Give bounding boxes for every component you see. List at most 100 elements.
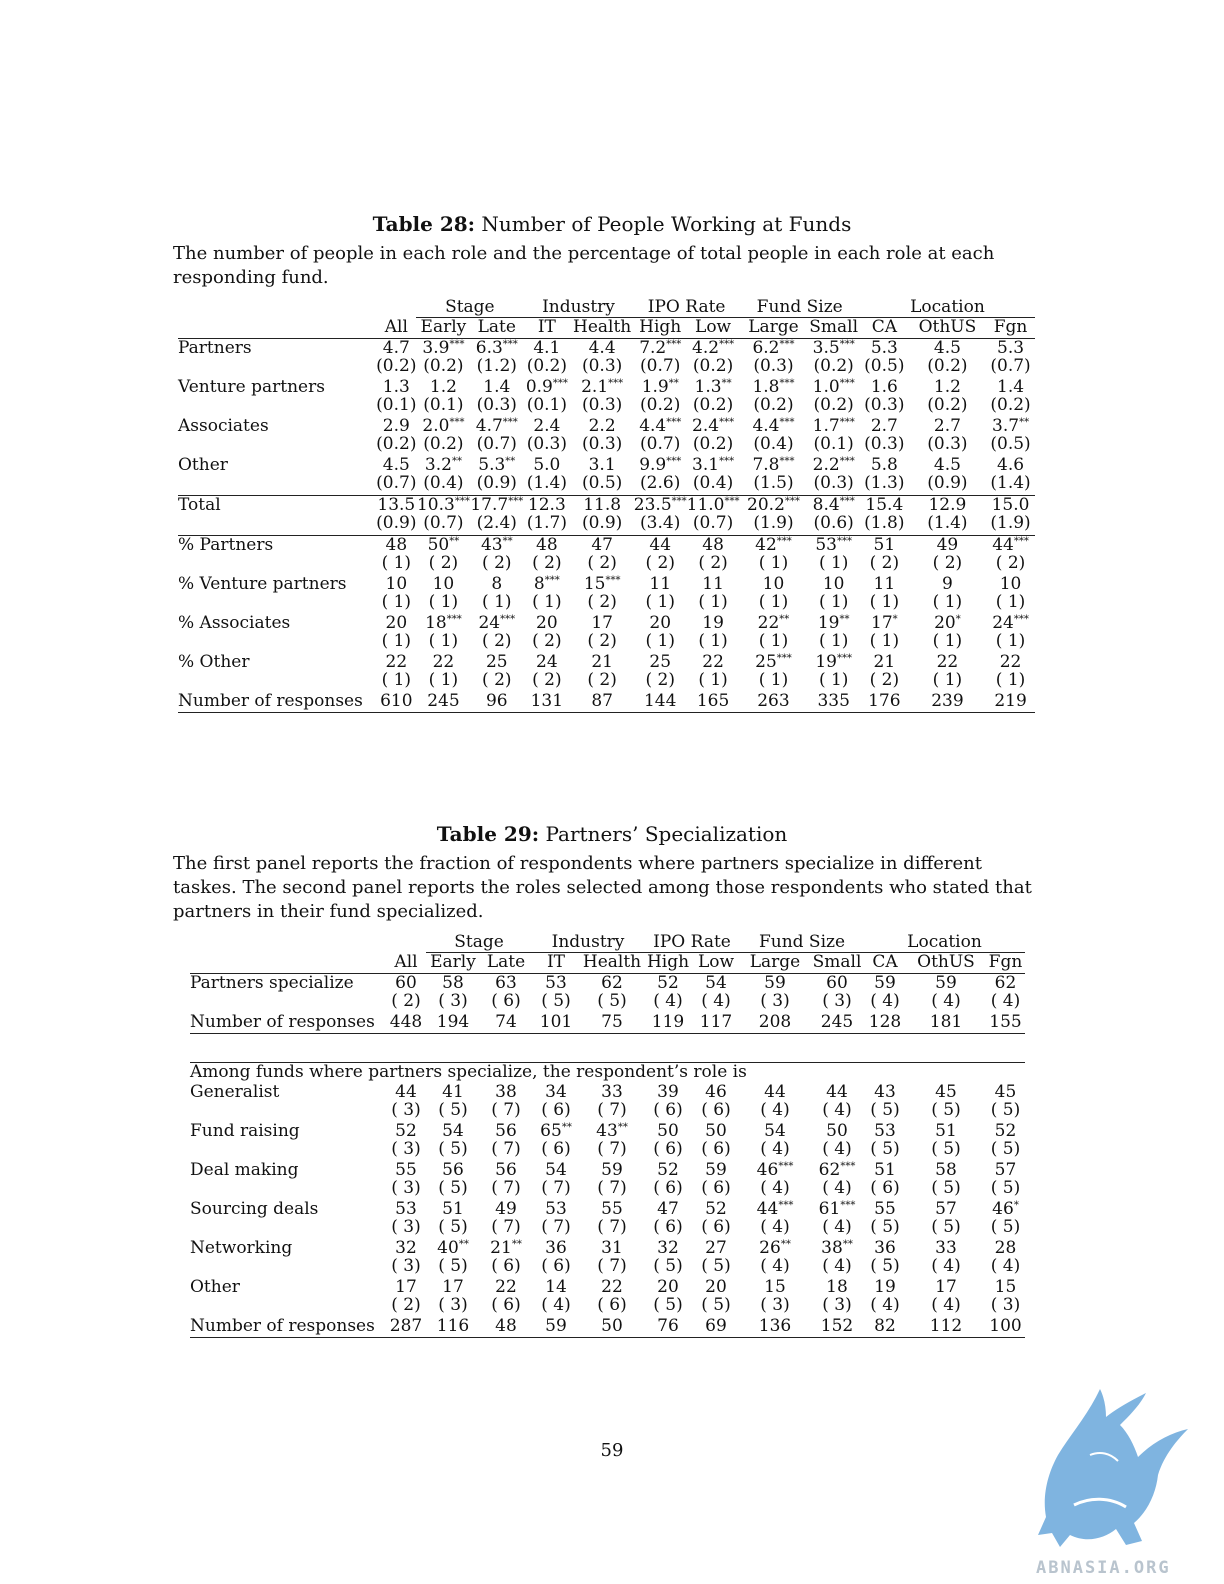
value-cell: 1.2 [429,377,457,397]
value-cell: 1.7*** [812,416,855,436]
std-error-cell: (0.7) [692,513,734,533]
std-error-cell: (0.3) [476,395,517,415]
value-cell: 11 [649,574,672,594]
value-cell: 21 [873,652,896,672]
table-row: Total 13.5 10.3*** 17.7*** 12.3 11.8 23.5*** 11… [178,495,1035,536]
value-cell: 22** [757,613,790,633]
std-error-cell: ( 2) [587,670,617,690]
row-label: Total [178,495,377,536]
std-error-cell: (0.2) [376,434,417,454]
std-error-cell: ( 4) [760,1100,790,1120]
std-error-cell: (1.9) [753,513,794,533]
cell: 219 [986,692,1035,713]
value-cell: 20 [705,1277,727,1297]
std-error-cell: ( 4) [760,1178,790,1198]
std-error-cell: (0.2) [990,395,1031,415]
std-error-cell: ( 1) [995,631,1026,651]
value-cell: 48 [686,535,740,556]
std-error-cell: ( 7) [491,1178,521,1198]
value-cell: 23.5*** [633,495,687,516]
col-low: Low [686,318,740,339]
std-error-cell: ( 7) [597,1256,627,1276]
col-all: All [386,953,426,974]
group-header-row: Stage Industry IPO Rate Fund Size Locati… [178,298,1035,318]
std-error-cell: (0.3) [813,473,854,493]
cell: 69 [692,1317,740,1338]
value-cell: 11.0*** [686,495,740,516]
col-high: High [633,318,687,339]
value-cell: 48 [523,535,571,556]
table-row: % Associates 20 18*** 24*** 20 17 20 19 22** 19**… [178,614,1035,634]
value-cell: 5.3 [997,338,1025,358]
value-cell: 10 [762,574,785,594]
value-cell: 5.3** [478,455,516,475]
table-row: Fund raising 52 54 56 65** 43** 50 50 54 50 53 51 52 [190,1122,1025,1142]
std-error-cell: (0.2) [640,395,681,415]
value-cell: 62*** [818,1160,856,1180]
cell: 245 [810,1013,864,1034]
value-cell: 25 [485,652,508,672]
value-cell: 2.0*** [422,416,465,436]
value-cell: 20* [934,613,961,633]
row-label: Generalist [190,1082,280,1102]
value-cell: 22 [999,652,1022,672]
value-cell: 10 [432,574,455,594]
col-large: Large [739,318,808,339]
std-error-cell: ( 5) [653,1256,683,1276]
table-row: Partners specialize 60 58 63 53 62 52 54 59 60 59 5… [190,974,1025,995]
col-small: Small [810,953,864,974]
std-error-cell: ( 5) [438,1256,468,1276]
cell: 59 [532,1317,580,1338]
cell: 144 [633,692,687,713]
value-cell: 36 [874,1238,896,1258]
std-error-cell: ( 2) [482,631,512,651]
std-error-cell: (0.7) [990,356,1031,376]
value-cell: 39 [657,1082,679,1102]
std-error-cell: ( 4) [822,1178,852,1198]
std-error-cell: ( 5) [870,1217,900,1237]
value-cell: 4.4*** [639,416,682,436]
std-error-cell: ( 4) [822,1139,852,1159]
value-cell: 59 [601,1160,623,1180]
value-cell: 2.2*** [812,455,855,475]
value-cell: 10 [385,574,408,594]
value-cell: 54 [764,1121,786,1141]
value-cell: 44 [826,1082,848,1102]
value-cell: 52 [705,1199,727,1219]
value-cell: 1.2 [933,377,961,397]
std-error-row: ( 3) ( 5) ( 7) ( 7) ( 7) ( 6) ( 6) ( 4) ( 4) ( 5)… [190,1217,1025,1239]
std-error-cell: (0.4) [423,473,464,493]
value-cell: 1.3** [694,377,732,397]
col-it: IT [532,953,580,974]
value-cell: 52 [994,1121,1017,1141]
value-cell: 20 [649,613,672,633]
std-error-cell: (0.7) [423,513,464,533]
panel-2-heading-row: Among funds where partners specialize, t… [190,1062,1025,1083]
std-error-cell: (0.9) [927,473,968,493]
std-error-cell: ( 1) [698,631,728,651]
value-cell: 12.9 [908,495,987,516]
value-cell: 49 [495,1199,517,1219]
group-stage: Stage [416,298,524,318]
value-cell: 2.7 [933,416,961,436]
std-error-cell: ( 1) [932,670,963,690]
value-cell: 50 [657,1121,679,1141]
value-cell: 1.0*** [812,377,855,397]
std-error-cell: ( 5) [701,1256,731,1276]
group-header-row: Stage Industry IPO Rate Fund Size Locati… [190,933,1025,953]
value-cell: 5.0 [533,455,561,475]
value-cell: 54 [705,973,727,993]
value-cell: 11.8 [570,495,634,516]
value-cell: 51 [874,1160,896,1180]
value-cell: 1.4 [483,377,511,397]
table-row: Other 4.5 3.2** 5.3** 5.0 3.1 9.9*** 3.1*** 7.8*… [178,456,1035,476]
std-error-cell: ( 7) [541,1178,571,1198]
value-cell: 5.8 [870,455,898,475]
value-cell: 22 [385,652,408,672]
std-error-cell: (0.6) [813,513,854,533]
value-cell: 58 [935,1160,957,1180]
responses-label: Number of responses [190,1013,386,1034]
table-row: Venture partners 1.3 1.2 1.4 0.9*** 2.1*** 1.9… [178,378,1035,398]
std-error-cell: (1.9) [990,513,1031,533]
cell: 181 [906,1013,986,1034]
